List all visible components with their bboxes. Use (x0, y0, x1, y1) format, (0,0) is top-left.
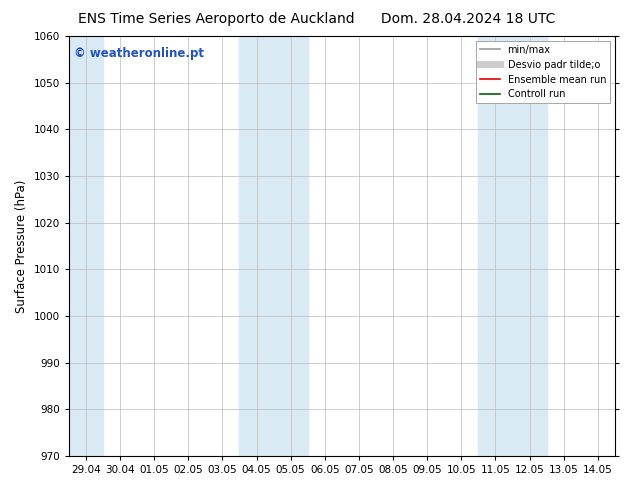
Text: © weatheronline.pt: © weatheronline.pt (74, 47, 204, 60)
Bar (478, 36, 547, 456)
Text: ENS Time Series Aeroporto de Auckland      Dom. 28.04.2024 18 UTC: ENS Time Series Aeroporto de Auckland Do… (79, 12, 555, 26)
Bar (69, 36, 103, 456)
Legend: min/max, Desvio padr tilde;o, Ensemble mean run, Controll run: min/max, Desvio padr tilde;o, Ensemble m… (477, 41, 610, 103)
Y-axis label: Surface Pressure (hPa): Surface Pressure (hPa) (15, 179, 28, 313)
Bar (240, 36, 307, 456)
